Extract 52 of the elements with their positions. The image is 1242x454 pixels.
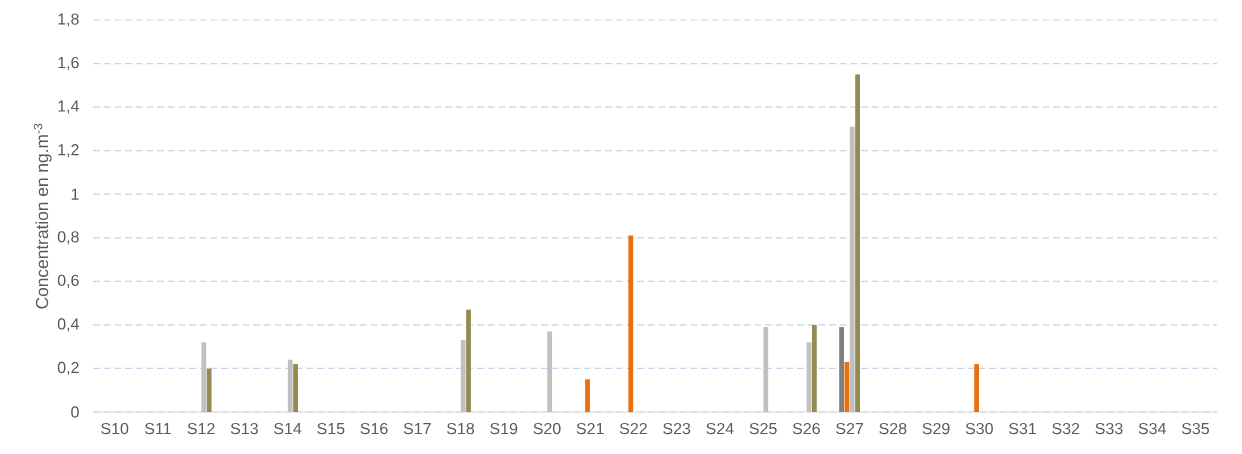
- y-tick-label: 1,8: [58, 13, 79, 27]
- y-tick-label: 0,8: [57, 231, 79, 245]
- x-tick-label: S19: [490, 422, 518, 435]
- x-tick-label: S14: [274, 422, 302, 435]
- x-tick-label: S25: [749, 422, 777, 435]
- x-tick-label: S15: [317, 422, 345, 435]
- y-tick-label: 0,2: [57, 361, 79, 376]
- x-tick-label: S28: [879, 422, 907, 435]
- x-tick-label: S29: [922, 422, 950, 435]
- bar: [201, 342, 207, 412]
- bar: [811, 324, 817, 412]
- bar: [287, 359, 293, 412]
- y-axis-title: Concentration en ng.m$^{-3}$: [33, 123, 52, 309]
- x-tick-label: S12: [187, 422, 215, 435]
- y-tick-label: 0,6: [57, 274, 79, 288]
- bar: [839, 327, 844, 412]
- x-tick-label: S23: [663, 422, 691, 435]
- y-tick-label: 1,2: [58, 144, 79, 158]
- x-tick-label: S31: [1009, 422, 1036, 435]
- x-tick-label: S11: [144, 422, 171, 435]
- x-tick-label: S18: [447, 422, 475, 435]
- bar: [547, 331, 553, 412]
- y-tick-label: 0,4: [57, 318, 79, 332]
- y-tick-label: 1,4: [58, 100, 79, 114]
- bar: [855, 74, 860, 412]
- x-tick-label: S22: [619, 422, 647, 435]
- bar: [974, 364, 980, 412]
- x-tick-label: S20: [533, 422, 561, 435]
- x-tick-label: S13: [230, 422, 258, 435]
- x-tick-label: S32: [1052, 422, 1080, 435]
- bar: [849, 126, 855, 412]
- x-tick-label: S33: [1095, 422, 1123, 435]
- y-tick-label: 1,6: [58, 56, 79, 71]
- x-tick-label: S21: [576, 422, 604, 435]
- x-tick-label: S16: [360, 422, 388, 435]
- y-tick-label: 1: [71, 188, 79, 200]
- bar: [628, 235, 634, 412]
- bar: [460, 340, 466, 412]
- bar: [466, 309, 471, 412]
- x-tick-label: S24: [706, 422, 734, 435]
- bar: [585, 379, 590, 412]
- bar: [293, 364, 298, 412]
- x-tick-label: S26: [792, 422, 820, 435]
- x-tick-label: S17: [403, 422, 431, 435]
- y-tick-label: 0: [71, 406, 79, 418]
- bar: [763, 327, 769, 412]
- x-tick-label: S34: [1138, 422, 1166, 435]
- x-tick-label: S10: [101, 422, 129, 435]
- x-tick-label: S27: [836, 422, 864, 435]
- x-tick-label: S35: [1181, 422, 1209, 435]
- bar: [206, 368, 212, 412]
- x-tick-label: S30: [965, 422, 993, 435]
